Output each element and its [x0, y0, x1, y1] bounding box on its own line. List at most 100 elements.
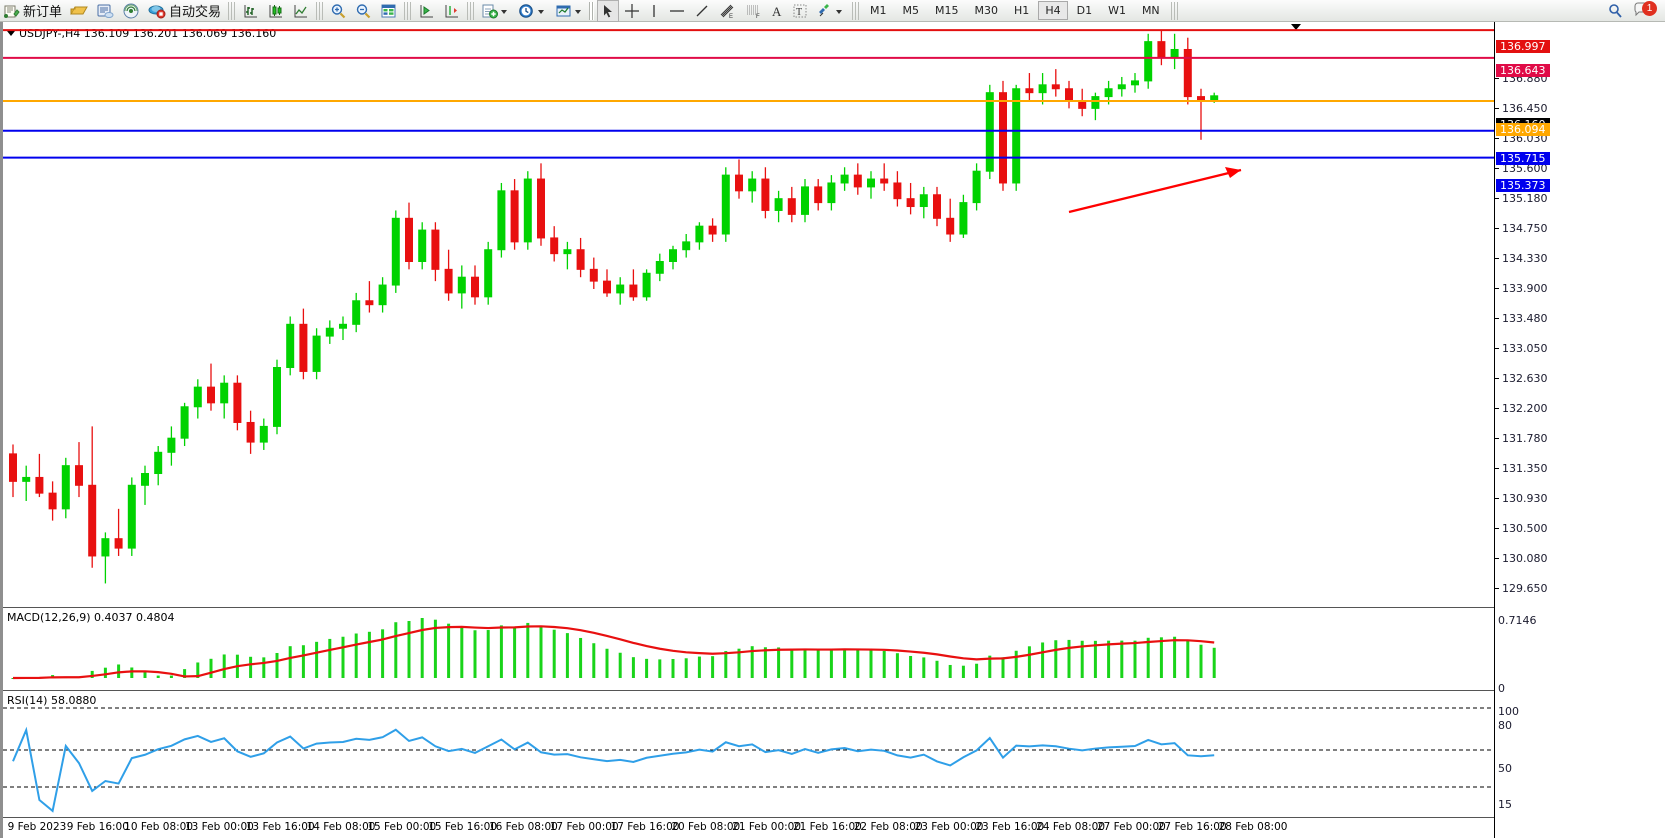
timeframe-mn[interactable]: MN [1141, 4, 1160, 17]
rsi-scale-50: 50 [1498, 762, 1512, 775]
candle-body [1104, 88, 1113, 98]
chevron-down-icon[interactable] [501, 9, 508, 14]
zoom-out-button[interactable] [352, 1, 375, 21]
price-scale[interactable]: 136.880 136.450 136.030 135.600 135.180 … [1494, 22, 1665, 838]
chart-menu-triangle-icon[interactable] [7, 31, 15, 36]
data-window-button[interactable] [377, 1, 400, 21]
macd-histogram-bar [486, 630, 490, 678]
equidistant-channel-button[interactable]: E [715, 1, 739, 21]
candle-body [35, 476, 44, 494]
templates-button[interactable] [552, 1, 587, 21]
timeframe-d1[interactable]: D1 [1076, 4, 1093, 17]
chart-shift-button[interactable] [415, 1, 438, 21]
zoom-in-button[interactable] [327, 1, 350, 21]
timeframe-w1[interactable]: W1 [1108, 4, 1126, 17]
macd-histogram-bar [130, 667, 134, 678]
macd-pane[interactable] [3, 608, 1494, 690]
horizontal-lines-group[interactable] [3, 29, 1494, 159]
drawing-tools-button[interactable] [813, 1, 848, 21]
horizontal-line-button[interactable] [665, 1, 689, 21]
notification-badge: 1 [1642, 0, 1657, 16]
candle-body [352, 300, 361, 325]
candle-body [669, 249, 677, 262]
candle-body [1157, 41, 1166, 58]
macd-histogram-bar [988, 655, 992, 678]
macd-histogram-bar [1159, 637, 1163, 678]
macd-scale-zero: 0 [1498, 682, 1505, 695]
time-tick: 17 Feb 00:00 [549, 821, 619, 833]
price-pane[interactable] [3, 22, 1494, 607]
trendline-button[interactable] [691, 1, 713, 21]
search-button[interactable] [1604, 1, 1628, 21]
folder-button[interactable] [67, 1, 91, 21]
candle-body [708, 225, 717, 235]
chart-canvas[interactable]: USDJPY-,H4 136.109 136.201 136.069 136.1… [0, 22, 1665, 838]
macd-histogram-bar [394, 622, 398, 678]
price-tick: 130.500 [1495, 522, 1548, 535]
candle-body [1183, 48, 1192, 98]
macd-histogram-bar [565, 633, 569, 678]
macd-histogram-bar [777, 647, 781, 678]
timeframe-h1[interactable]: H1 [1014, 4, 1030, 17]
macd-histogram-bar [645, 658, 649, 678]
new-order-button[interactable]: 新订单 [1, 1, 65, 21]
fibonacci-icon: F [747, 5, 760, 19]
news-button[interactable] [93, 1, 117, 21]
candle-body [906, 198, 915, 208]
toolbar-grip[interactable] [589, 1, 595, 20]
alerts-button[interactable]: 1 [1630, 0, 1657, 21]
candle-body [787, 198, 796, 215]
auto-scroll-button[interactable] [440, 1, 463, 21]
timeframe-m30[interactable]: M30 [974, 4, 999, 17]
time-tick: 23 Feb 00:00 [914, 821, 984, 833]
time-scale[interactable]: 9 Feb 2023 9 Feb 16:00 10 Feb 08:00 13 Feb … [3, 817, 1494, 839]
time-tick: 23 Feb 16:00 [975, 821, 1045, 833]
rsi-pane[interactable] [3, 691, 1494, 817]
period-button[interactable] [515, 1, 550, 21]
macd-histogram-bar [975, 663, 979, 678]
time-tick: 27 Feb 00:00 [1096, 821, 1166, 833]
candlestick-chart-button[interactable] [264, 1, 287, 21]
time-tick: 9 Feb 16:00 [66, 821, 129, 833]
bar-chart-button[interactable] [239, 1, 262, 21]
candle-body [497, 190, 506, 251]
candle-body [523, 178, 532, 243]
pane-collapse-triangle-icon[interactable] [1291, 24, 1301, 30]
text-object-button[interactable]: T [789, 1, 811, 21]
cursor-button[interactable] [597, 0, 620, 22]
candle-body [510, 190, 519, 243]
line-chart-button[interactable] [289, 1, 312, 21]
timeframe-h4[interactable]: H4 [1038, 1, 1068, 20]
fibonacci-button[interactable]: F [741, 1, 765, 21]
candle-body [9, 453, 17, 482]
timeframe-m1[interactable]: M1 [870, 4, 887, 17]
macd-histogram-bar [618, 652, 622, 678]
candle-body [814, 186, 823, 204]
crosshair-button[interactable] [621, 1, 643, 21]
macd-histogram-bar [143, 670, 147, 678]
trend-arrow-annotation[interactable] [1068, 167, 1242, 214]
price-tick: 135.600 [1495, 162, 1548, 175]
signal-button[interactable] [119, 1, 143, 21]
indicators-button[interactable] [478, 1, 513, 21]
price-tick: 131.350 [1495, 462, 1548, 475]
support-line-label: 135.715 [1496, 152, 1550, 165]
candle-body [550, 237, 559, 255]
vertical-line-button[interactable] [645, 1, 663, 21]
candle-body [233, 382, 242, 423]
zoom-in-icon [331, 3, 346, 18]
zoom-out-icon [356, 3, 371, 18]
macd-histogram-bar [1186, 640, 1190, 678]
macd-histogram-bar [631, 657, 635, 678]
chevron-down-icon[interactable] [538, 9, 545, 14]
text-button[interactable]: A [767, 1, 787, 21]
timeframe-m5[interactable]: M5 [902, 4, 920, 17]
time-tick: 15 Feb 16:00 [428, 821, 498, 833]
timeframe-m15[interactable]: M15 [935, 4, 959, 17]
candle-body [827, 182, 836, 204]
candle-body [735, 174, 743, 192]
auto-trading-button[interactable]: 自动交易 [145, 1, 224, 21]
macd-histogram-bar [935, 660, 939, 678]
chevron-down-icon[interactable] [836, 9, 843, 14]
chevron-down-icon[interactable] [575, 9, 582, 14]
